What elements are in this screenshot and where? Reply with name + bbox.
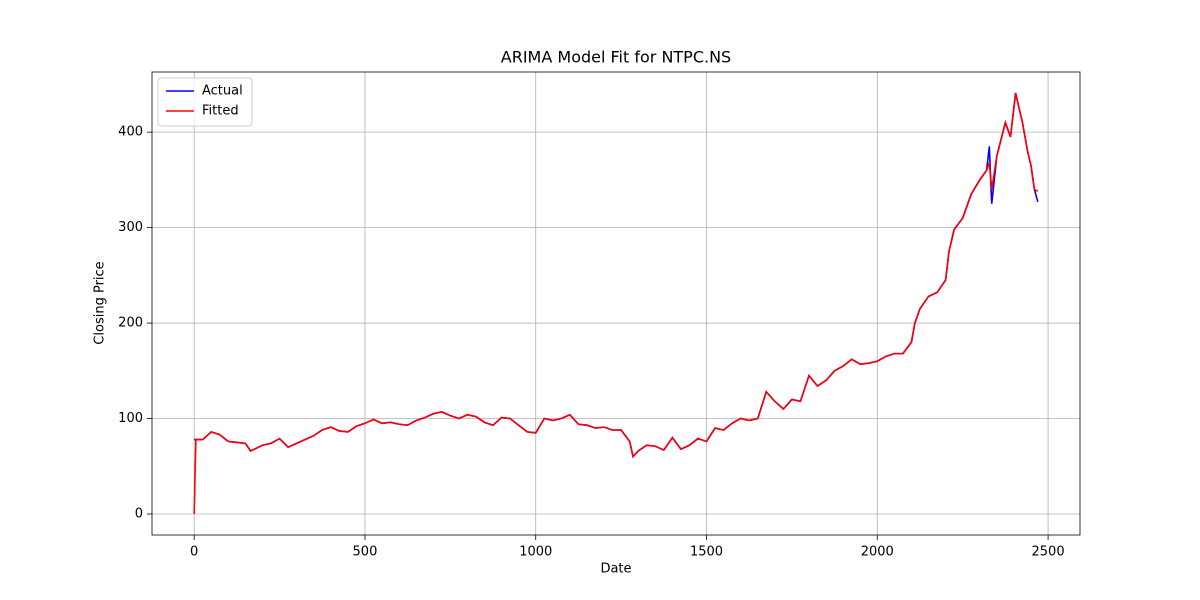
x-tick-label: 0 [190, 545, 198, 560]
y-tick-label: 400 [118, 125, 143, 140]
x-tick-label: 500 [353, 545, 378, 560]
chart-title: ARIMA Model Fit for NTPC.NS [501, 48, 731, 67]
x-tick-label: 1500 [690, 545, 723, 560]
x-axis-label: Date [600, 562, 631, 577]
x-tick-label: 2000 [861, 545, 894, 560]
plot-frame [151, 71, 1081, 536]
y-tick-label: 0 [135, 506, 143, 521]
legend-box [157, 77, 253, 127]
y-tick-label: 200 [118, 316, 143, 331]
x-tick-label: 1000 [519, 545, 552, 560]
y-tick-label: 100 [118, 411, 143, 426]
y-axis-label: Closing Price [93, 261, 108, 344]
data-line [194, 92, 1039, 459]
y-tick-label: 300 [118, 220, 143, 235]
data-line [193, 92, 1039, 515]
legend-label: Actual [202, 84, 243, 99]
x-tick-label: 2500 [1032, 545, 1065, 560]
legend-label: Fitted [202, 104, 239, 119]
